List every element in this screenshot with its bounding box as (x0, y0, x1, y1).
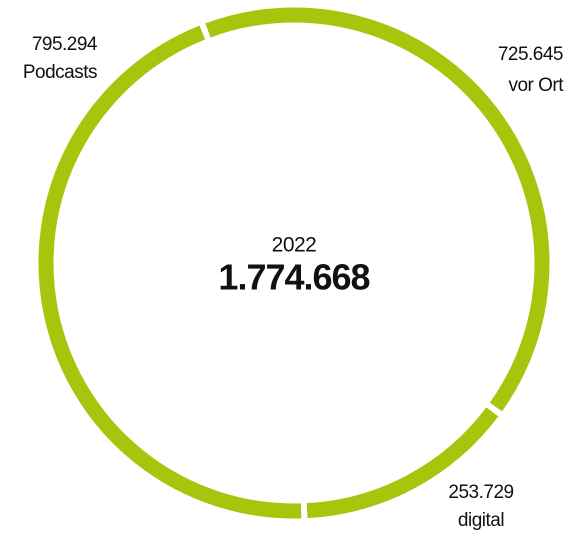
category-label: Podcasts (23, 62, 97, 83)
center-subtitle: 2022 (272, 234, 317, 257)
category-label: vor Ort (508, 75, 564, 96)
donut-segment (38, 25, 302, 519)
value-label: 253.729 (448, 482, 513, 503)
value-label: 795.294 (32, 34, 98, 55)
donut-segment (205, 7, 550, 412)
value-label: 725.645 (498, 44, 563, 65)
donut-segment (306, 407, 499, 519)
center-total: 1.774.668 (218, 257, 369, 298)
category-label: digital (458, 510, 504, 531)
